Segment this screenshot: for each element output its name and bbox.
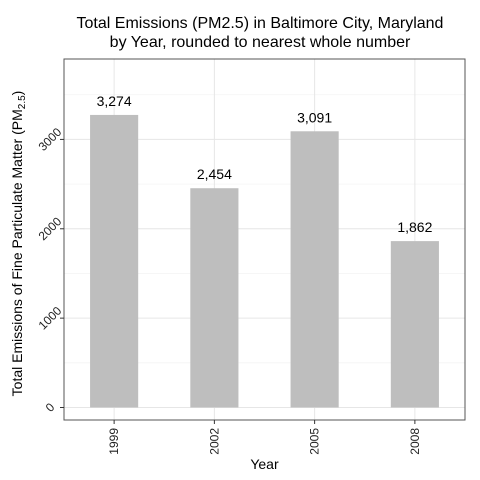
data-label-2008: 1,862 [397,219,432,235]
data-label-2005: 3,091 [297,109,332,125]
y-axis-title-main: Total Emissions of Fine Particulate Matt… [9,109,25,396]
y-tick-label: 0 [43,400,58,415]
y-axis-title: Total Emissions of Fine Particulate Matt… [9,91,28,397]
x-axis-ticks: 1999 2002 2005 2008 [107,420,422,455]
bars [90,114,439,408]
y-axis-title-suffix: ) [9,91,25,96]
x-axis-title: Year [250,456,279,472]
bar-2008 [390,241,439,408]
data-label-1999: 3,274 [97,93,132,109]
chart-title-line-1: Total Emissions (PM2.5) in Baltimore Cit… [76,15,444,32]
chart-title-line-2: by Year, rounded to nearest whole number [109,34,411,51]
data-labels: 3,274 2,454 3,091 1,862 [97,93,433,235]
bar-2002 [190,188,239,408]
data-label-2002: 2,454 [197,166,232,182]
x-tick-label-2005: 2005 [308,428,322,455]
x-tick-label-2008: 2008 [408,428,422,455]
panel-border [63,58,466,421]
chart-title: Total Emissions (PM2.5) in Baltimore Cit… [40,14,480,52]
bar-2005 [290,131,339,408]
y-axis-title-subscript: 2.5 [17,95,28,109]
x-tick-label-1999: 1999 [107,428,121,455]
bar-1999 [90,114,139,408]
x-tick-label-2002: 2002 [207,428,221,455]
